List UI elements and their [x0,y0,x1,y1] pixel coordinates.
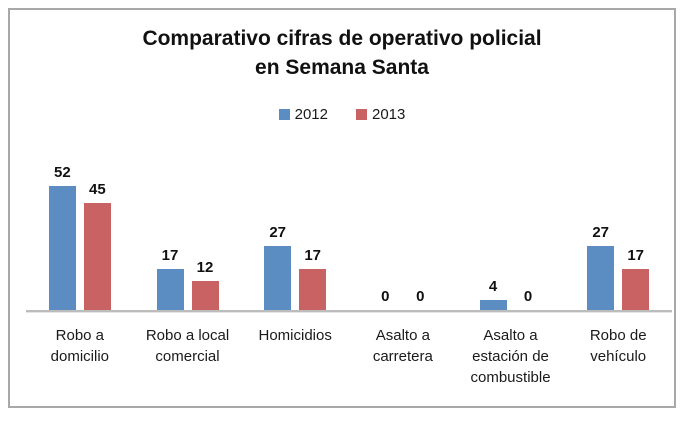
bar-2012 [479,300,507,310]
category-label: Robo a local comercial [145,327,230,365]
category-labels: Robo a domicilio Robo a local comercial Ho… [26,312,672,388]
legend-label-2012: 2012 [294,106,328,123]
bar-group: 17 12 [134,247,242,310]
category-label: Asalto a carretera [372,327,433,365]
bar-2012 [156,269,184,310]
bar-column-2013: 0 [407,288,434,310]
bar-2013 [83,203,111,310]
bar-2013 [191,281,219,310]
bar-column-2013: 17 [299,247,327,310]
bar-column-2012: 4 [479,278,507,310]
legend-item-2013: 2013 [356,106,405,123]
category-label: Robo de vehículo [589,327,647,365]
legend-item-2012: 2012 [278,106,328,123]
bar-2012 [264,246,292,310]
bar-value-label: 27 [269,224,287,241]
bar-column-2012: 27 [264,224,292,310]
category-label: Robo a domicilio [50,327,110,365]
bar-value-label: 0 [523,288,533,305]
bar-value-label: 0 [381,288,390,305]
legend-swatch-2013 [356,109,367,120]
bar-column-2013: 17 [622,247,650,310]
bar-column-2013: 45 [83,181,111,310]
plot-area: 52 45 17 12 27 17 0 0 4 0 27 17 Robo a domicilio Rob… [26,127,672,388]
chart-title-line-1: Comparativo cifras de operativo policial [142,27,542,50]
category-label: Homicidios [258,327,332,344]
legend: 2012 2013 [10,106,674,123]
bar-value-label: 17 [627,247,645,264]
chart-title-line-2: en Semana Santa [255,56,429,79]
legend-label-2013: 2013 [372,106,406,123]
bar-2012 [48,186,76,310]
bar-value-label: 52 [53,164,71,181]
chart-title: Comparativo cifras de operativo policial… [10,24,674,82]
bar-value-label: 27 [592,224,610,241]
bar-column-2013: 12 [191,259,219,310]
bar-2012 [587,246,615,310]
legend-swatch-2012 [278,109,290,120]
bar-value-label: 17 [161,247,179,264]
bar-2013 [299,269,327,310]
bar-value-label: 0 [416,288,425,305]
chart-frame: Comparativo cifras de operativo policial… [8,8,676,408]
bar-value-label: 45 [88,181,106,198]
bar-value-label: 4 [488,278,498,295]
bar-column-2012: 52 [48,164,76,310]
bar-group: 27 17 [241,224,349,310]
bar-groups: 52 45 17 12 27 17 0 0 4 0 27 17 [26,127,672,310]
bar-2013 [622,269,650,310]
bar-column-2012: 17 [156,247,184,310]
bar-column-2012: 0 [372,288,399,310]
bar-group: 52 45 [26,164,134,310]
x-axis-line [26,310,672,312]
bar-group: 27 17 [564,224,672,310]
bar-column-2013: 0 [515,288,542,310]
bar-value-label: 12 [196,259,214,276]
bar-value-label: 17 [304,247,322,264]
category-label: Asalto a estación de combustible [470,327,551,386]
bar-column-2012: 27 [587,224,615,310]
